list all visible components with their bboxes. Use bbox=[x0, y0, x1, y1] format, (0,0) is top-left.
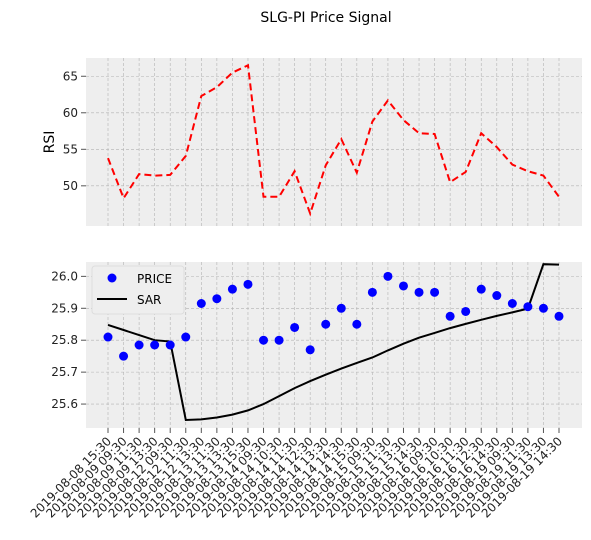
price-point bbox=[492, 291, 502, 301]
price-point bbox=[538, 303, 548, 313]
rsi-series-line bbox=[107, 63, 560, 217]
legend-label-sar: SAR bbox=[137, 293, 161, 307]
y-tick-label: 26.0 bbox=[51, 269, 78, 283]
price-point bbox=[507, 299, 517, 308]
price-point bbox=[367, 287, 377, 297]
price-point bbox=[398, 281, 408, 291]
price-point bbox=[274, 335, 284, 345]
price-y-ticks: 25.6 25.7 25.8 25.9 26.0 bbox=[51, 269, 86, 411]
y-tick-label: 25.9 bbox=[51, 301, 78, 315]
price-point bbox=[352, 319, 362, 329]
price-point bbox=[414, 287, 424, 297]
y-tick-label: 60 bbox=[63, 106, 78, 120]
rsi-plot-area bbox=[86, 58, 582, 226]
chart-title: SLG-PI Price Signal bbox=[260, 10, 391, 26]
price-point bbox=[554, 311, 564, 321]
y-tick-label: 50 bbox=[63, 179, 78, 193]
price-point bbox=[321, 319, 331, 329]
price-point bbox=[119, 351, 129, 361]
price-point bbox=[243, 279, 253, 289]
price-point bbox=[134, 340, 144, 350]
price-point bbox=[165, 340, 175, 350]
y-tick-label: 25.8 bbox=[51, 333, 78, 347]
price-point bbox=[523, 302, 533, 312]
price-point bbox=[212, 294, 222, 304]
price-panel: 25.6 25.7 25.8 25.9 26.0 2019-08-08 15:30201… bbox=[28, 262, 582, 521]
price-series-points bbox=[103, 271, 564, 361]
price-point bbox=[430, 287, 440, 297]
legend-label-price: PRICE bbox=[137, 272, 172, 286]
price-point bbox=[336, 303, 346, 313]
rsi-y-axis-label: RSI bbox=[42, 131, 58, 154]
rsi-y-ticks: 50 55 60 65 bbox=[63, 69, 86, 193]
price-point bbox=[227, 284, 237, 294]
price-point bbox=[259, 335, 269, 345]
rsi-panel: 50 55 60 65 RSI bbox=[42, 58, 582, 226]
sar-series-line bbox=[107, 263, 560, 422]
rsi-gridlines bbox=[86, 58, 582, 226]
price-point bbox=[181, 332, 191, 342]
price-point bbox=[476, 284, 486, 294]
price-point bbox=[150, 340, 160, 350]
price-point bbox=[196, 299, 206, 308]
price-point bbox=[305, 345, 315, 355]
legend: PRICE SAR bbox=[91, 265, 185, 315]
price-point bbox=[290, 322, 300, 332]
price-point bbox=[445, 311, 455, 321]
legend-marker-price bbox=[107, 273, 117, 283]
y-tick-label: 25.6 bbox=[51, 397, 78, 411]
price-point bbox=[461, 306, 471, 316]
y-tick-label: 65 bbox=[63, 69, 78, 83]
price-point bbox=[103, 332, 113, 342]
price-point bbox=[383, 271, 393, 281]
y-tick-label: 25.7 bbox=[51, 365, 78, 379]
y-tick-label: 55 bbox=[63, 142, 78, 156]
